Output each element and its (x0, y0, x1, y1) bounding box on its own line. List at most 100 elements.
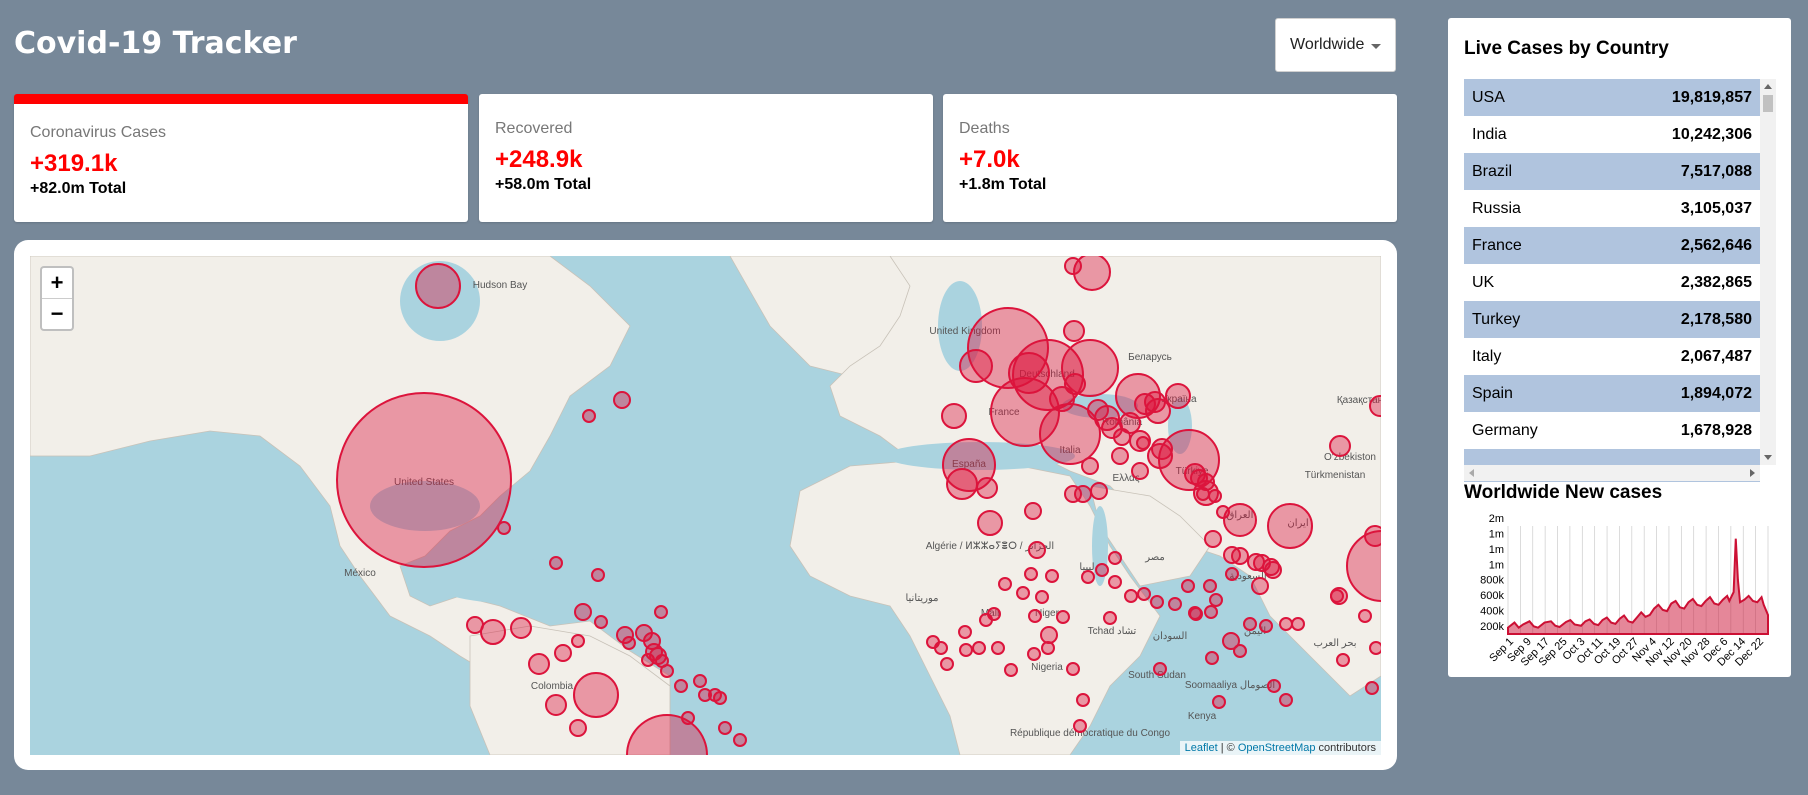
case-marker[interactable] (940, 657, 954, 671)
case-marker[interactable] (991, 641, 1005, 655)
case-marker[interactable] (1041, 641, 1055, 655)
case-marker[interactable] (660, 664, 674, 678)
osm-link[interactable]: OpenStreetMap (1237, 742, 1316, 754)
case-marker[interactable] (1094, 405, 1120, 431)
recovered-card[interactable]: Recovered +248.9k +58.0m Total (479, 94, 933, 222)
case-marker[interactable] (1204, 530, 1222, 548)
case-marker[interactable] (591, 568, 605, 582)
country-select[interactable]: Worldwide (1275, 18, 1396, 72)
case-marker[interactable] (959, 349, 993, 383)
country-row[interactable]: Russia 3,105,037 (1464, 190, 1760, 227)
case-marker[interactable] (1358, 609, 1372, 623)
case-marker[interactable] (987, 607, 1001, 621)
case-marker[interactable] (733, 733, 747, 747)
case-marker[interactable] (1209, 593, 1223, 607)
case-marker[interactable] (1108, 551, 1122, 565)
case-marker[interactable] (1222, 632, 1240, 650)
case-marker[interactable] (942, 438, 996, 492)
case-marker[interactable] (336, 392, 512, 568)
case-marker[interactable] (1346, 530, 1381, 602)
country-row[interactable]: Germany 1,678,928 (1464, 412, 1760, 449)
case-marker[interactable] (941, 403, 967, 429)
case-marker[interactable] (1137, 587, 1151, 601)
case-marker[interactable] (574, 603, 592, 621)
world-map[interactable]: Hudson Bay United States México Colombia Uni… (30, 256, 1381, 755)
country-row[interactable]: Brazil 7,517,088 (1464, 153, 1760, 190)
case-marker[interactable] (1103, 611, 1117, 625)
case-marker[interactable] (545, 694, 567, 716)
case-marker[interactable] (1064, 257, 1082, 275)
case-marker[interactable] (1243, 617, 1257, 631)
scroll-left-icon[interactable] (1469, 469, 1474, 477)
case-marker[interactable] (1336, 653, 1350, 667)
case-marker[interactable] (1073, 256, 1111, 291)
case-marker[interactable] (972, 641, 986, 655)
case-marker[interactable] (641, 653, 655, 667)
case-marker[interactable] (674, 679, 688, 693)
case-marker[interactable] (1004, 663, 1018, 677)
case-marker[interactable] (1279, 693, 1293, 707)
case-marker[interactable] (1039, 403, 1101, 465)
zoom-in-button[interactable]: + (50, 270, 64, 295)
case-marker[interactable] (1225, 567, 1239, 581)
case-marker[interactable] (1251, 577, 1269, 595)
case-marker[interactable] (1027, 647, 1041, 661)
case-marker[interactable] (1040, 626, 1058, 644)
case-marker[interactable] (1131, 462, 1149, 480)
case-marker[interactable] (616, 626, 634, 644)
case-marker[interactable] (1184, 463, 1206, 485)
scroll-up-icon[interactable] (1764, 84, 1772, 89)
case-marker[interactable] (554, 644, 572, 662)
country-row[interactable]: Turkey 2,178,580 (1464, 301, 1760, 338)
case-marker[interactable] (1066, 662, 1080, 676)
case-marker[interactable] (654, 605, 668, 619)
case-marker[interactable] (1090, 482, 1108, 500)
country-row[interactable]: France 2,562,646 (1464, 227, 1760, 264)
case-marker[interactable] (1136, 436, 1150, 450)
case-marker[interactable] (681, 711, 695, 725)
scroll-thumb[interactable] (1763, 95, 1773, 112)
case-marker[interactable] (1330, 589, 1344, 603)
case-marker[interactable] (1165, 383, 1191, 409)
case-marker[interactable] (946, 468, 978, 500)
zoom-out-button[interactable]: − (42, 298, 72, 329)
case-marker[interactable] (1365, 681, 1379, 695)
case-marker[interactable] (1189, 607, 1203, 621)
case-marker[interactable] (698, 688, 712, 702)
case-marker[interactable] (1203, 579, 1217, 593)
case-marker[interactable] (594, 615, 608, 629)
case-marker[interactable] (415, 263, 461, 309)
case-marker[interactable] (1063, 320, 1085, 342)
country-row[interactable]: USA 19,819,857 (1464, 79, 1760, 116)
case-marker[interactable] (1267, 503, 1313, 549)
case-marker[interactable] (480, 619, 506, 645)
case-marker[interactable] (976, 477, 998, 499)
case-marker[interactable] (1028, 609, 1042, 623)
case-marker[interactable] (622, 636, 636, 650)
country-table[interactable]: USA 19,819,857 India 10,242,306 Brazil 7,517,… (1464, 79, 1776, 482)
map-canvas[interactable]: Hudson Bay United States México Colombia Uni… (30, 256, 1381, 755)
case-marker[interactable] (1153, 662, 1167, 676)
case-marker[interactable] (1113, 428, 1131, 446)
case-marker[interactable] (1145, 398, 1171, 424)
case-marker[interactable] (1369, 641, 1381, 655)
country-row[interactable]: Italy 2,067,487 (1464, 338, 1760, 375)
case-marker[interactable] (959, 643, 973, 657)
case-marker[interactable] (1329, 435, 1351, 457)
case-marker[interactable] (1364, 525, 1381, 547)
case-marker[interactable] (1369, 395, 1381, 417)
case-marker[interactable] (1016, 586, 1030, 600)
case-marker[interactable] (1181, 579, 1195, 593)
case-marker[interactable] (1111, 447, 1129, 465)
case-marker[interactable] (571, 634, 585, 648)
country-row[interactable]: India 10,242,306 (1464, 116, 1760, 153)
case-marker[interactable] (613, 391, 631, 409)
case-marker[interactable] (1216, 505, 1230, 519)
cases-card[interactable]: Coronavirus Cases +319.1k +82.0m Total (14, 94, 468, 222)
case-marker[interactable] (1035, 590, 1049, 604)
vertical-scrollbar[interactable] (1760, 79, 1776, 465)
case-marker[interactable] (1233, 644, 1247, 658)
case-marker[interactable] (1205, 651, 1219, 665)
case-marker[interactable] (1223, 503, 1257, 537)
